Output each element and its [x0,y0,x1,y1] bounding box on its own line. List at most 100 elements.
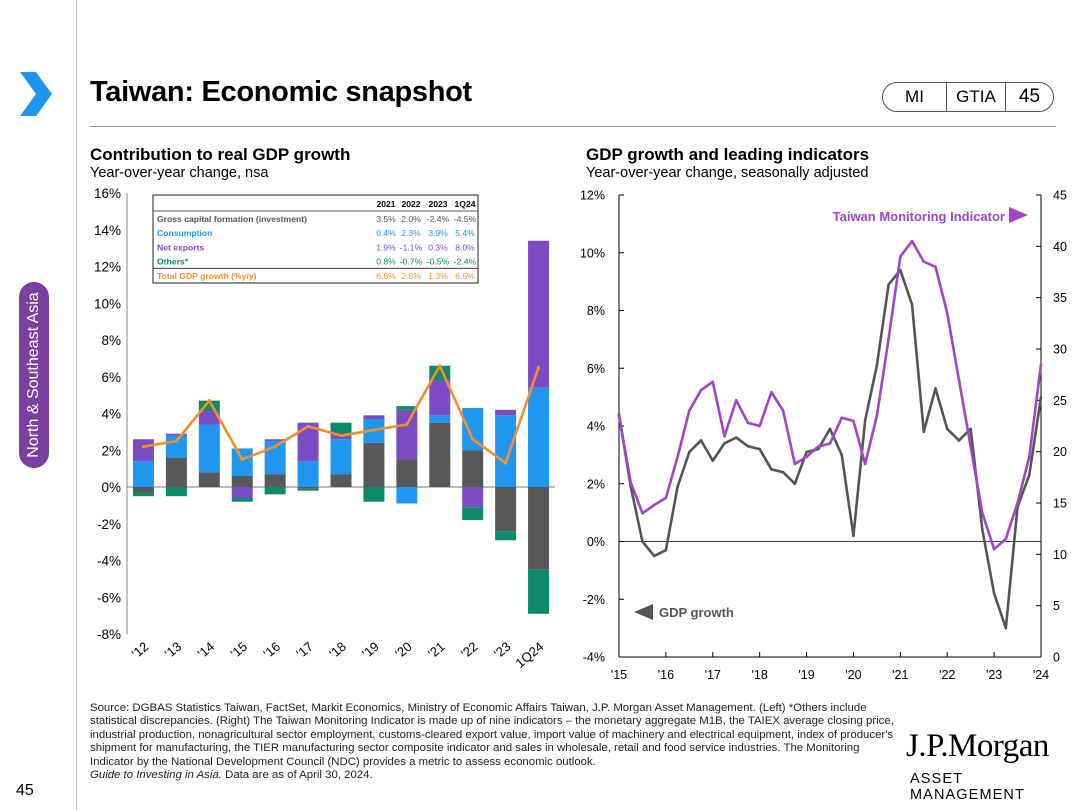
bar-others [198,400,220,412]
gdp-point [852,534,855,538]
y-tick-label: 16% [94,186,121,201]
total-gdp-point [405,422,409,427]
total-gdp-point [438,364,442,368]
bar-others [495,531,517,541]
x-tick-label: 1Q24 [512,639,546,671]
total-gdp-point [306,424,310,428]
chevron-right-icon[interactable] [18,72,54,116]
x-tick-label: '13 [162,639,185,661]
total-gdp-point [339,433,343,438]
tmi-point [793,462,797,466]
table-cell: 0.8% [376,257,396,267]
gdp-point [711,459,715,462]
tmi-point [617,414,621,418]
x-tick-label: '20 [392,639,415,661]
bar-gcf [462,450,484,487]
table-cell: 3.9% [428,228,448,238]
gdp-point [805,450,808,454]
bar-consumption [165,435,187,458]
bar-net_exports [198,411,220,425]
section-label: North & Southeast Asia [25,292,42,458]
table-header: 2023 [428,199,447,209]
left-chart-subtitle: Year-over-year change, nsa [90,165,269,181]
tmi-point [887,337,890,341]
y-tick-label: 0% [101,480,121,495]
pill-page: 45 [1018,86,1041,107]
bar-consumption [198,424,220,473]
y-tick-label: 6% [101,370,121,385]
bar-net_exports [495,409,517,416]
tmi-point [922,260,926,264]
table-cell: 0.4% [376,228,396,238]
x-tick-label: '17 [293,639,316,661]
tmi-point [828,442,832,445]
bar-consumption [231,448,253,476]
gdp-point [992,592,996,595]
page-title: Taiwan: Economic snapshot [90,76,472,108]
tmi-point [957,378,961,382]
bar-others [132,492,154,497]
footer-source: Source: DGBAS Statistics Taiwan, FactSet… [90,702,900,782]
tmi-point [863,462,867,466]
total-gdp-point [273,444,277,449]
gdp-point [1004,626,1008,630]
right-tick-label: 45 [1053,189,1067,203]
gdp-point [969,427,972,431]
brand-tagline: ASSET MANAGEMENT [910,771,1025,803]
table-header: 1Q24 [454,199,475,209]
tmi-point [910,239,914,243]
gdp-point [734,436,738,439]
bar-others [165,487,187,497]
bar-consumption [330,439,352,475]
table-cell: -2.4% [454,257,477,267]
x-tick-label: '23 [986,668,1002,682]
y-tick-label: -6% [97,590,121,605]
left-tick-label: -2% [583,593,605,607]
table-row-label: Others* [157,257,189,267]
pill-mi[interactable]: MI [883,83,947,111]
bar-gcf [363,442,385,487]
x-tick-label: '17 [705,668,721,682]
right-tick-label: 35 [1053,291,1067,305]
bar-net_exports [363,415,385,420]
bar-others [363,487,385,502]
table-cell: 8.0% [455,242,475,252]
bar-gcf [231,475,253,487]
table-cell: 0.3% [428,242,448,252]
bar-gcf [429,422,451,487]
x-tick-label: '24 [1033,668,1049,682]
left-tick-label: 6% [587,362,605,376]
table-row-label: Consumption [157,228,212,238]
total-gdp-point [174,439,178,443]
y-tick-label: -8% [97,627,121,642]
page-number: 45 [16,782,34,799]
section-tab[interactable]: North & Southeast Asia [19,282,49,468]
tmi-point [746,421,750,425]
gdp-point [1027,473,1031,477]
y-tick-label: -2% [97,517,121,532]
tmi-point [840,416,844,420]
tmi-point [992,547,996,551]
gdp-point [676,485,679,488]
tmi-point [805,455,808,459]
gdp-point [781,470,785,474]
table-cell: 2.6% [401,271,421,281]
left-tick-label: 10% [580,246,605,260]
tmi-point [945,311,949,315]
gdp-point [793,482,797,486]
bar-consumption [132,461,154,487]
gdp-point [746,444,750,448]
data-date: Data are as of April 30, 2024. [221,769,373,782]
x-tick-label: '15 [228,639,251,661]
gdp-point [957,439,961,442]
right-tick-label: 20 [1053,445,1067,459]
gdp-point [945,427,949,431]
source-text: Source: DGBAS Statistics Taiwan, FactSet… [90,702,894,768]
guide-title: Guide to Investing in Asia. [90,769,222,782]
pill-gtia[interactable]: GTIA [947,83,1006,111]
bar-consumption [297,461,319,487]
table-cell: 6.6% [376,271,396,281]
table-row-label: Total GDP growth (%y/y) [157,271,257,281]
x-tick-label: '19 [359,639,382,661]
tmi-point [758,424,761,428]
